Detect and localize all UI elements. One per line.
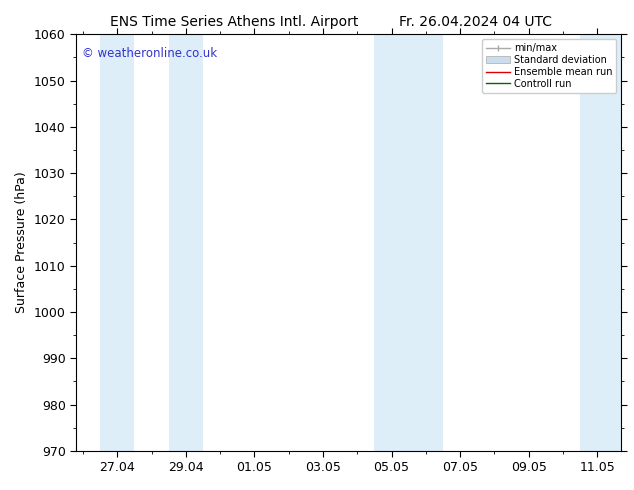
Bar — [375, 34, 409, 451]
Text: ENS Time Series Athens Intl. Airport: ENS Time Series Athens Intl. Airport — [110, 15, 359, 29]
Text: © weatheronline.co.uk: © weatheronline.co.uk — [82, 47, 217, 60]
Bar — [100, 34, 134, 451]
Text: Fr. 26.04.2024 04 UTC: Fr. 26.04.2024 04 UTC — [399, 15, 552, 29]
Bar — [169, 34, 203, 451]
Y-axis label: Surface Pressure (hPa): Surface Pressure (hPa) — [15, 172, 29, 314]
Legend: min/max, Standard deviation, Ensemble mean run, Controll run: min/max, Standard deviation, Ensemble me… — [482, 39, 616, 93]
Bar — [409, 34, 443, 451]
Bar — [580, 34, 621, 451]
